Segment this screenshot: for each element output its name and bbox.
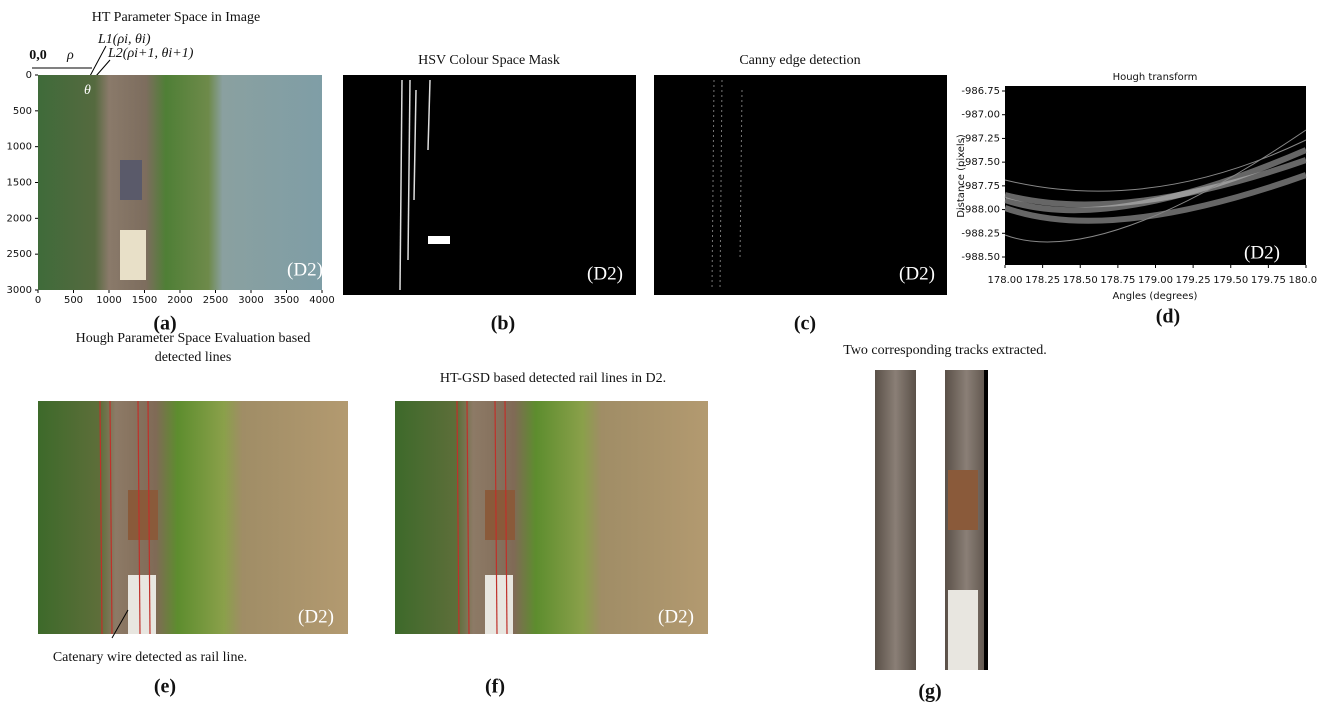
badge: (D2) [287,259,323,280]
y-tick-label: 1500 [7,178,32,189]
track-strip [875,370,916,670]
y-tick-label: -987.75 [961,181,1000,192]
x-tick-label: 2500 [203,295,228,306]
image-detail [485,575,513,634]
panel-title: HT-GSD based detected rail lines in D2. [440,371,666,386]
x-tick-label: 179.25 [1176,275,1211,286]
image [654,75,947,295]
panel-title: HT Parameter Space in Image [92,10,260,25]
x-tick-label: 0 [35,295,41,306]
badge: (D2) [298,606,334,627]
badge: (D2) [658,606,694,627]
panel-title: Two corresponding tracks extracted. [843,343,1047,358]
image [343,75,636,295]
image [38,75,322,290]
axis-label: Distance (pixels) [956,134,967,218]
arrow [96,60,110,76]
panel-title: detected lines [155,350,232,365]
x-tick-label: 1000 [96,295,121,306]
annotation: θ [84,83,91,98]
x-tick-label: 179.50 [1213,275,1248,286]
image [38,401,348,634]
panel-label: (c) [794,313,816,335]
y-tick-label: -988.00 [961,205,1000,216]
x-tick-label: 178.50 [1063,275,1098,286]
panel-label: (f) [485,676,505,698]
figure: HT Parameter Space in Image 0,0 ρ L1(ρi,… [0,0,1317,706]
image-detail [984,370,988,670]
image-detail [485,490,515,540]
x-tick-label: 3500 [274,295,299,306]
x-tick-label: 178.00 [988,275,1023,286]
x-tick-label: 179.00 [1138,275,1173,286]
y-tick-label: 500 [13,106,32,117]
x-tick-label: 1500 [132,295,157,306]
image-detail [128,575,156,634]
y-tick-label: -988.50 [961,252,1000,263]
panel-title: HSV Colour Space Mask [418,53,560,68]
panel-label: (d) [1156,306,1180,328]
x-tick-label: 179.75 [1251,275,1286,286]
x-tick-label: 178.75 [1100,275,1135,286]
y-tick-label: 0 [26,70,32,81]
x-tick-label: 4000 [309,295,334,306]
x-tick-label: 3000 [238,295,263,306]
axis-label: Angles (degrees) [1113,291,1198,302]
annotation: ρ [66,48,74,63]
x-tick-label: 2000 [167,295,192,306]
image-detail [128,490,158,540]
y-tick-label: -987.50 [961,157,1000,168]
y-tick-label: -988.25 [961,228,1000,239]
x-tick-label: 178.25 [1025,275,1060,286]
panel-label: (g) [918,681,941,703]
arrow [90,46,106,76]
image-detail [948,470,978,530]
image-detail [120,230,146,280]
y-tick-label: -987.00 [961,110,1000,121]
badge: (D2) [587,263,623,284]
y-tick-label: 1000 [7,142,32,153]
panel-title: Canny edge detection [739,53,860,68]
y-tick-label: 2000 [7,213,32,224]
x-tick-label: 500 [64,295,83,306]
caption: Catenary wire detected as rail line. [53,650,247,665]
y-tick-label: 2500 [7,249,32,260]
mask-blob [428,236,450,244]
y-tick-label: 3000 [7,285,32,296]
image-detail [948,590,978,670]
annotation: 0,0 [29,48,47,63]
panel-label: (e) [154,676,176,698]
image-detail [120,160,142,200]
panel-label: (b) [491,313,515,335]
annotation: L2(ρi+1, θi+1) [107,46,194,61]
annotation: L1(ρi, θi) [97,32,151,47]
y-tick-label: -986.75 [961,86,1000,97]
panel-title: Hough Parameter Space Evaluation based [76,331,311,346]
badge: (D2) [1244,242,1280,263]
image [395,401,708,634]
panel-title: Hough transform [1113,72,1198,83]
x-tick-label: 180.00 [1289,275,1317,286]
badge: (D2) [899,263,935,284]
y-tick-label: -987.25 [961,133,1000,144]
